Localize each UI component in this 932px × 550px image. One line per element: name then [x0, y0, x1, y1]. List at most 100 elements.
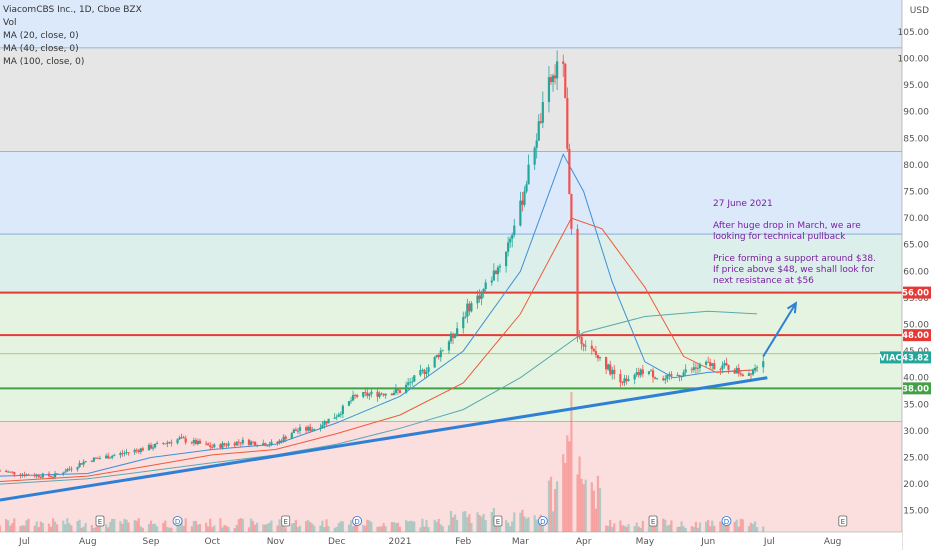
- candle-body: [682, 372, 685, 377]
- volume-bar: [513, 512, 516, 532]
- volume-bar: [751, 523, 755, 532]
- volume-bar: [92, 527, 95, 532]
- volume-bar: [427, 527, 430, 532]
- candle-body: [623, 378, 626, 383]
- candle-body: [337, 414, 340, 417]
- candle-body: [653, 377, 657, 379]
- candle-body: [762, 361, 765, 368]
- candle-body: [604, 357, 608, 370]
- candle-body: [425, 371, 428, 374]
- volume-bar: [523, 516, 526, 532]
- legend-symbol[interactable]: ViacomCBS Inc., 1D, Cboe BZX: [3, 5, 142, 15]
- candle-body: [676, 374, 679, 376]
- candle-body: [449, 333, 453, 342]
- candle-body: [739, 373, 742, 375]
- candle-body: [341, 405, 344, 414]
- candle-body: [92, 457, 95, 462]
- candle-body: [735, 368, 738, 374]
- volume-bar: [639, 527, 642, 532]
- ticker-tag-text: VIAC: [879, 353, 902, 363]
- volume-bar: [366, 519, 369, 532]
- candle-body: [662, 378, 665, 381]
- volume-bar: [547, 480, 551, 532]
- candle-body: [390, 393, 393, 396]
- candle-body: [647, 371, 651, 374]
- projection-arrow: [762, 302, 797, 357]
- volume-bar: [753, 521, 757, 532]
- price-tick-label: 20.00: [903, 480, 929, 490]
- candle-body: [668, 374, 671, 376]
- volume-bar: [139, 526, 142, 532]
- volume-bar: [604, 525, 608, 532]
- candle-body: [113, 455, 116, 456]
- volume-bar: [449, 510, 453, 532]
- volume-bar: [719, 521, 722, 532]
- candle-body: [464, 316, 467, 318]
- candle-body: [733, 369, 736, 374]
- candle-body: [66, 469, 69, 472]
- annotation-line: Price forming a support around $38.: [713, 254, 876, 264]
- volume-bar: [182, 525, 185, 532]
- candle-body: [266, 445, 269, 447]
- volume-bar: [562, 454, 565, 532]
- candle-body: [333, 417, 336, 419]
- candle-body: [721, 365, 724, 370]
- volume-bar: [276, 525, 279, 532]
- candle-body: [384, 393, 387, 396]
- volume-bar: [737, 526, 740, 532]
- candle-body: [184, 438, 187, 443]
- time-tick-label: May: [636, 537, 655, 547]
- candle-body: [704, 361, 708, 365]
- candle-body: [7, 471, 10, 473]
- candle-body: [80, 463, 83, 465]
- candle-body: [176, 439, 179, 444]
- volume-bar: [596, 475, 600, 532]
- volume-bar: [19, 526, 22, 532]
- legend-ma20[interactable]: MA (20, close, 0): [3, 31, 79, 41]
- candle-body: [439, 350, 442, 358]
- volume-bar: [490, 511, 493, 532]
- candle-body: [649, 370, 653, 372]
- volume-bar: [384, 526, 387, 532]
- candle-body: [609, 364, 612, 375]
- volume-bar: [711, 520, 714, 532]
- candle-body: [453, 335, 457, 338]
- candle-body: [611, 369, 614, 375]
- volume-bar: [137, 518, 140, 532]
- candle-body: [251, 441, 255, 443]
- volume-bar: [37, 527, 40, 532]
- volume-bar: [294, 520, 298, 532]
- level-price-tag-bg: [903, 329, 931, 342]
- price-axis[interactable]: USD15.0020.0025.0030.0035.0040.0045.0050…: [898, 0, 932, 550]
- volume-bar: [333, 527, 336, 532]
- candle-body: [280, 440, 283, 443]
- earnings-marker-label: E: [651, 518, 655, 526]
- volume-bar: [70, 525, 73, 532]
- candle-body: [137, 450, 140, 453]
- volume-bar: [9, 525, 12, 532]
- volume-bar: [741, 519, 744, 532]
- volume-bar: [192, 520, 195, 532]
- price-tick-label: 25.00: [903, 454, 929, 464]
- volume-bar: [68, 523, 71, 532]
- candle-body: [590, 345, 593, 349]
- volume-bar: [325, 519, 328, 532]
- legend-ma100[interactable]: MA (100, close, 0): [3, 57, 85, 67]
- candle-body: [282, 436, 285, 443]
- candle-body: [11, 471, 14, 473]
- price-tick-label: 50.00: [903, 321, 929, 331]
- volume-bar: [668, 524, 671, 532]
- candle-body: [339, 413, 342, 415]
- time-axis[interactable]: Jul Aug Sep Oct Nov Dec 2021 Feb Mar Apr May Jun Jul…: [0, 531, 902, 550]
- legend-ma40[interactable]: MA (40, close, 0): [3, 44, 79, 54]
- candle-body: [23, 474, 26, 476]
- candle-body: [182, 437, 185, 439]
- volume-bar: [82, 526, 85, 532]
- candle-body: [107, 455, 110, 459]
- volume-bar: [319, 525, 322, 532]
- volume-bar: [439, 524, 442, 532]
- projection-arrow-head: [786, 301, 798, 314]
- volume-bar: [527, 517, 530, 532]
- legend-volume[interactable]: Vol: [3, 18, 17, 28]
- earnings-marker-label: E: [496, 518, 500, 526]
